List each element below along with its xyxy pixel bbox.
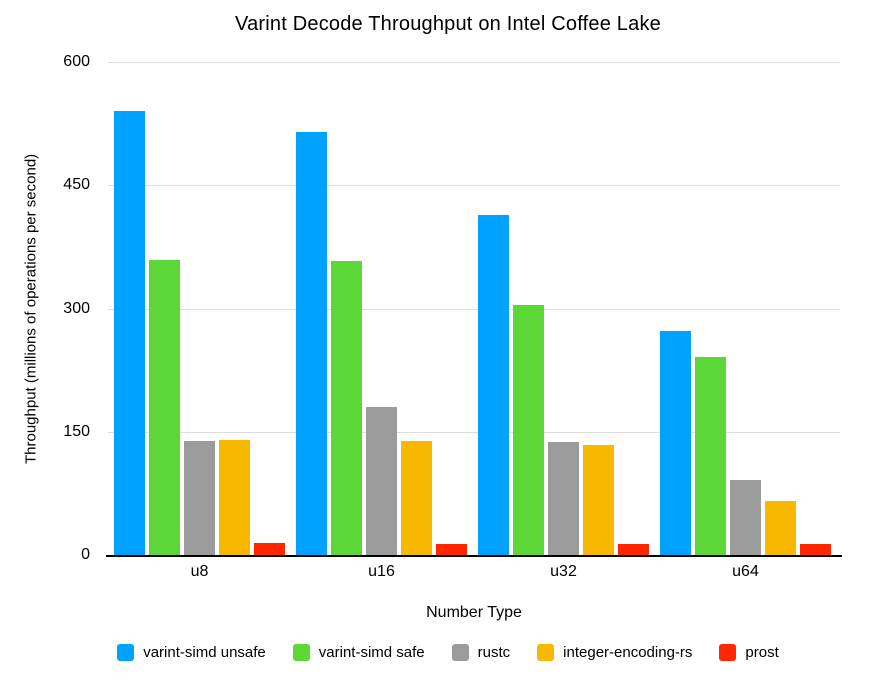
bar-prost-u32	[618, 543, 649, 555]
bar-varint-simd-safe-u16	[331, 260, 362, 555]
bar-varint-simd-safe-u64	[695, 356, 726, 555]
bar-integer-encoding-rs-u64	[765, 500, 796, 555]
bar-rustc-u16	[366, 407, 397, 555]
y-tick-label-450: 450	[63, 176, 90, 194]
chart-title: Varint Decode Throughput on Intel Coffee…	[235, 13, 661, 35]
legend-item-rustc: rustc	[451, 644, 511, 661]
x-category-label-u32: u32	[550, 563, 577, 580]
legend-swatch-icon	[719, 644, 737, 661]
bar-prost-u64	[800, 543, 831, 555]
legend-item-varint-simd-unsafe: varint-simd unsafe	[117, 644, 266, 661]
bar-prost-u16	[436, 543, 467, 555]
y-tick-label-0: 0	[81, 546, 90, 563]
bar-group-u8	[114, 62, 285, 555]
legend-label: integer-encoding-rs	[563, 644, 693, 661]
bar-integer-encoding-rs-u16	[401, 440, 432, 555]
x-category-label-u64: u64	[732, 563, 759, 580]
bar-group-u16	[296, 62, 467, 555]
legend-swatch-icon	[537, 644, 555, 661]
bar-varint-simd-safe-u32	[513, 305, 544, 555]
x-axis-line	[106, 555, 842, 557]
bar-varint-simd-safe-u8	[149, 260, 180, 555]
x-category-label-u8: u8	[190, 563, 209, 580]
legend-label: varint-simd safe	[318, 644, 425, 661]
bar-rustc-u64	[730, 480, 761, 555]
legend-label: varint-simd unsafe	[143, 644, 266, 661]
legend-item-integer-encoding-rs: integer-encoding-rs	[537, 644, 692, 661]
bar-rustc-u32	[548, 442, 579, 555]
y-tick-label-150: 150	[63, 422, 90, 440]
bar-group-u32	[478, 62, 649, 555]
bar-integer-encoding-rs-u8	[219, 439, 250, 555]
plot-area: 0 150 300 450 600 u8 u16 u32 u64	[63, 53, 842, 580]
bar-varint-simd-unsafe-u8	[114, 111, 145, 555]
legend-item-prost: prost	[719, 644, 779, 661]
legend-item-varint-simd-safe: varint-simd safe	[292, 644, 425, 661]
bar-integer-encoding-rs-u32	[583, 444, 614, 555]
bar-group-u64	[660, 62, 831, 555]
y-tick-label-600: 600	[63, 53, 90, 70]
bar-varint-simd-unsafe-u16	[296, 131, 327, 555]
bar-prost-u8	[254, 542, 285, 555]
bar-varint-simd-unsafe-u64	[660, 330, 691, 555]
legend-swatch-icon	[117, 644, 135, 661]
gridline-y-450	[108, 185, 840, 187]
legend: varint-simd unsafe varint-simd safe rustc i…	[0, 644, 896, 661]
gridline-y-600	[108, 62, 840, 63]
bar-rustc-u8	[184, 440, 215, 555]
y-axis-title: Throughput (millions of operations per s…	[22, 153, 40, 464]
gridline-y-300	[108, 308, 840, 310]
legend-label: rustc	[477, 644, 511, 661]
x-axis-title: Number Type	[426, 604, 522, 621]
legend-label: prost	[745, 644, 779, 661]
gridline-y-150	[108, 431, 840, 433]
x-category-label-u16: u16	[368, 563, 395, 580]
legend-swatch-icon	[451, 644, 469, 661]
legend-swatch-icon	[292, 644, 310, 661]
y-tick-label-300: 300	[63, 299, 90, 317]
bar-varint-simd-unsafe-u32	[478, 214, 509, 555]
